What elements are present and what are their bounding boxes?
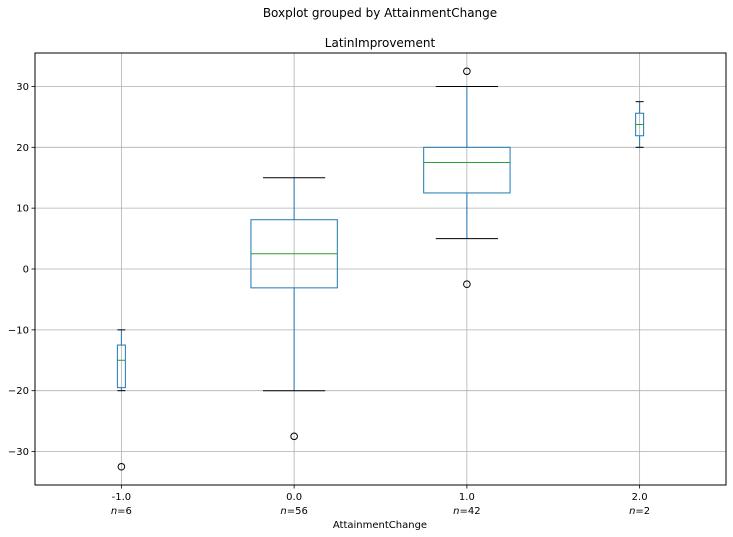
chart-suptitle: Boxplot grouped by AttainmentChange	[263, 6, 497, 20]
y-axis: −30 −20 −10 0 10 20 30	[8, 82, 35, 458]
grid-lines	[35, 53, 726, 485]
x-tick-count-label: n=56	[280, 506, 307, 517]
x-tick-label: 2.0	[632, 492, 648, 503]
iqr-box	[116, 344, 126, 389]
x-tick-count-label: n=2	[629, 506, 650, 517]
outlier-point	[463, 67, 471, 76]
n-value: =6	[117, 506, 132, 517]
n-value: =42	[459, 506, 480, 517]
x-axis: -1.0n=60.0n=561.0n=422.0n=2	[111, 485, 650, 517]
x-axis-label: AttainmentChange	[333, 520, 427, 531]
n-symbol: n	[280, 506, 286, 517]
y-tick-label: −20	[8, 386, 29, 397]
x-tick-label: -1.0	[112, 492, 132, 503]
y-tick-label: 10	[16, 204, 29, 215]
x-tick-label: 1.0	[459, 492, 475, 503]
iqr-box	[423, 146, 511, 194]
outlier-point	[290, 432, 298, 441]
y-tick-label: 20	[16, 143, 29, 154]
y-tick-label: −10	[8, 325, 29, 336]
n-symbol: n	[629, 506, 635, 517]
y-tick-label: 30	[16, 82, 29, 93]
n-symbol: n	[453, 506, 459, 517]
x-tick-count-label: n=6	[111, 506, 132, 517]
n-symbol: n	[111, 506, 117, 517]
n-value: =2	[635, 506, 650, 517]
outlier-point	[463, 280, 471, 289]
x-tick-label: 0.0	[286, 492, 302, 503]
y-tick-label: −30	[8, 447, 29, 458]
n-value: =56	[287, 506, 308, 517]
y-tick-label: 0	[23, 265, 29, 276]
x-tick-count-label: n=42	[453, 506, 480, 517]
outlier-point	[117, 462, 126, 471]
chart-title: LatinImprovement	[325, 36, 436, 50]
box-series	[116, 67, 645, 471]
